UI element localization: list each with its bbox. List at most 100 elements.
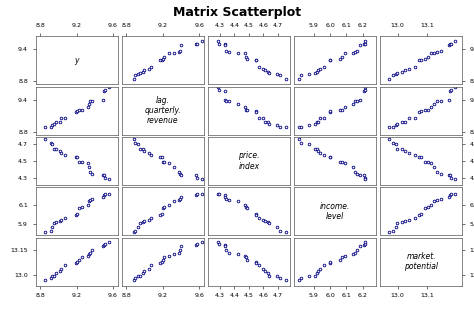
Point <box>58 116 65 121</box>
Point <box>351 170 358 175</box>
Point <box>265 220 273 225</box>
Point <box>161 160 168 165</box>
Point <box>199 240 206 245</box>
Point <box>100 243 107 248</box>
Point <box>265 273 273 278</box>
Point <box>283 278 290 283</box>
Point <box>446 192 454 197</box>
Point <box>349 101 357 106</box>
Point <box>88 172 96 177</box>
Point <box>421 206 428 211</box>
Point <box>445 194 453 199</box>
Point <box>392 224 400 229</box>
Point <box>86 170 93 175</box>
Point <box>362 240 369 245</box>
Point <box>58 150 65 155</box>
Point <box>199 176 206 181</box>
Point <box>393 71 401 76</box>
Point <box>78 204 86 209</box>
Point <box>73 212 81 217</box>
Point <box>85 101 92 106</box>
Point <box>451 39 459 44</box>
Point <box>337 257 344 262</box>
Point <box>315 119 322 124</box>
Point <box>446 42 454 47</box>
Point <box>48 274 56 279</box>
Point <box>264 270 272 275</box>
Point <box>235 51 242 56</box>
Point <box>427 161 435 166</box>
Point <box>158 154 165 160</box>
Point <box>85 198 92 203</box>
Point <box>415 154 423 159</box>
Point <box>221 194 228 199</box>
Point <box>430 101 438 106</box>
Point <box>73 110 80 115</box>
Point <box>315 269 322 274</box>
Point <box>326 110 333 115</box>
Point <box>50 147 58 152</box>
Point <box>165 203 173 208</box>
Text: price.
index: price. index <box>238 151 260 171</box>
Point <box>401 68 409 73</box>
Point <box>100 173 107 178</box>
Point <box>170 51 178 56</box>
Point <box>276 229 283 234</box>
Point <box>177 194 184 199</box>
Point <box>316 116 323 121</box>
Point <box>215 192 223 197</box>
Point <box>56 119 64 124</box>
Point <box>425 160 432 165</box>
Point <box>339 255 346 260</box>
Point <box>297 275 305 280</box>
Point <box>339 160 346 165</box>
Point <box>313 270 321 275</box>
Point <box>176 172 183 177</box>
Point <box>390 229 397 234</box>
Point <box>305 142 313 147</box>
Point <box>433 99 440 104</box>
Point <box>430 51 438 56</box>
Point <box>265 121 273 126</box>
Point <box>427 104 435 109</box>
Point <box>356 243 364 248</box>
Point <box>360 89 367 94</box>
Point <box>297 140 305 145</box>
Point <box>221 243 228 248</box>
Point <box>105 176 113 181</box>
Point <box>176 196 183 201</box>
Point <box>264 219 272 225</box>
Point <box>315 68 322 73</box>
Point <box>140 219 147 225</box>
Point <box>447 88 455 93</box>
Point <box>130 137 138 142</box>
Point <box>326 154 333 159</box>
Point <box>177 243 184 248</box>
Point <box>451 191 459 196</box>
Point <box>53 147 60 152</box>
Point <box>214 39 222 44</box>
Point <box>50 273 58 278</box>
Point <box>158 212 165 217</box>
Point <box>362 85 369 90</box>
Point <box>193 176 201 181</box>
Point <box>85 254 92 259</box>
Point <box>41 125 49 130</box>
Text: y: y <box>74 56 79 65</box>
Point <box>315 149 322 154</box>
Point <box>131 73 139 78</box>
Point <box>100 89 107 94</box>
Point <box>353 247 360 252</box>
Point <box>296 125 303 130</box>
Point <box>415 212 423 217</box>
Point <box>131 275 139 280</box>
Point <box>433 50 440 55</box>
Point <box>50 220 58 225</box>
Point <box>158 57 165 62</box>
Point <box>405 218 413 223</box>
Point <box>385 76 393 81</box>
Point <box>214 85 222 90</box>
Point <box>252 259 259 264</box>
Point <box>215 241 223 246</box>
Point <box>283 76 290 81</box>
